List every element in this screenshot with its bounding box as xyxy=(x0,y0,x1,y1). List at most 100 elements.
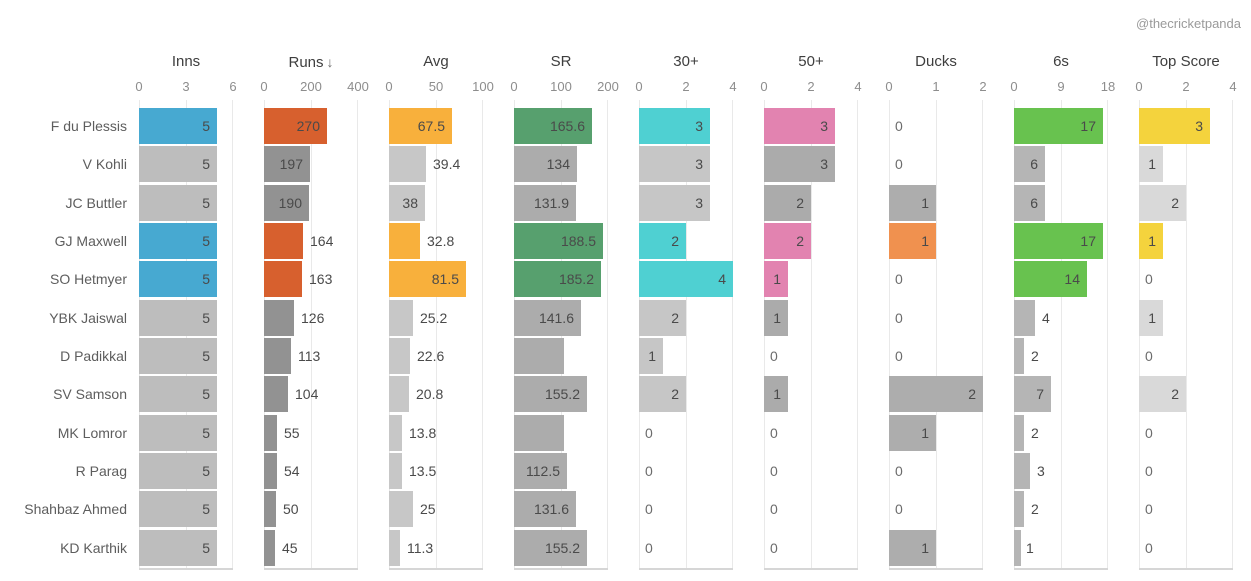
gridline xyxy=(982,100,983,568)
stat-bar-value: 39.4 xyxy=(433,156,461,173)
axis-tick-label: 400 xyxy=(347,79,369,94)
stat-bar: 1 xyxy=(764,261,788,298)
zero-value-label: 0 xyxy=(1145,539,1153,556)
column-header-avg: Avg xyxy=(369,52,503,72)
stat-bar: 3 xyxy=(1139,108,1210,144)
stat-bar: 1 xyxy=(639,337,663,374)
stat-bar xyxy=(389,146,426,183)
stat-bar-value: 2 xyxy=(1031,424,1039,441)
stat-bar: 1 xyxy=(1139,299,1163,336)
zero-value-label: 0 xyxy=(895,271,903,288)
column-title-text: Top Score xyxy=(1152,53,1220,70)
stat-bar: 67.5 xyxy=(389,108,452,144)
stat-bar: 1 xyxy=(889,222,936,259)
stat-bar-value: 13.8 xyxy=(409,424,437,441)
stat-bar: 5 xyxy=(139,491,217,528)
gridline xyxy=(857,100,858,568)
stat-bar-value: 4 xyxy=(1042,309,1050,326)
axis-tick-label: 18 xyxy=(1100,79,1116,94)
stat-bar xyxy=(264,452,277,489)
column-header-ducks: Ducks xyxy=(869,52,1003,72)
stat-bar: 1 xyxy=(889,529,936,566)
column-header-inns: Inns xyxy=(119,52,253,72)
axis-tick-label: 200 xyxy=(597,79,619,94)
zero-value-label: 0 xyxy=(645,539,653,556)
axis-tick-label: 4 xyxy=(729,79,737,94)
row-label-player: YBK Jaiswal xyxy=(49,309,127,326)
stat-bar: 3 xyxy=(639,146,710,183)
axis-tick-label: 0 xyxy=(385,79,393,94)
row-label-player: JC Buttler xyxy=(65,194,127,211)
zero-value-label: 0 xyxy=(1145,271,1153,288)
axis-tick-label: 6 xyxy=(229,79,237,94)
stat-bar: 197 xyxy=(264,146,310,183)
row-label-player: GJ Maxwell xyxy=(54,232,127,249)
stat-bar: 2 xyxy=(639,299,686,336)
stat-bar-value: 20.8 xyxy=(416,386,444,403)
column-title-text: Avg xyxy=(423,53,449,70)
stat-bar-value: 2 xyxy=(1031,347,1039,364)
zero-value-label: 0 xyxy=(895,309,903,326)
stat-bar-value: 32.8 xyxy=(427,232,455,249)
stat-bar-value: 163 xyxy=(309,271,333,288)
column-header-runs[interactable]: Runs ↓ xyxy=(244,52,378,72)
axis-tick-label: 0 xyxy=(135,79,143,94)
stat-bar: 2 xyxy=(764,184,811,221)
stat-bar xyxy=(389,337,410,374)
stat-bar: 5 xyxy=(139,376,217,413)
stat-bar xyxy=(1014,414,1024,451)
axis-tick-label: 50 xyxy=(428,79,444,94)
stat-bar: 155.2 xyxy=(514,376,587,413)
stat-bar xyxy=(1014,452,1030,489)
axis-tick-label: 0 xyxy=(885,79,893,94)
stat-bar: 81.5 xyxy=(389,261,466,298)
gridline xyxy=(311,100,312,568)
gridline xyxy=(732,100,733,568)
row-label-player: MK Lomror xyxy=(57,424,127,441)
stat-bar xyxy=(389,414,402,451)
zero-value-label: 0 xyxy=(770,462,778,479)
zero-value-label: 0 xyxy=(645,462,653,479)
zero-value-label: 0 xyxy=(895,347,903,364)
axis-tick-label: 3 xyxy=(182,79,190,94)
stat-bar-value: 126 xyxy=(301,309,325,326)
column-track xyxy=(889,100,983,570)
zero-value-label: 0 xyxy=(770,347,778,364)
stat-bar xyxy=(1014,491,1024,528)
axis-tick-label: 2 xyxy=(682,79,690,94)
stat-bar: 14 xyxy=(1014,261,1087,298)
stat-bar xyxy=(264,529,275,566)
zero-value-label: 0 xyxy=(645,501,653,518)
stat-bar xyxy=(264,414,277,451)
axis-tick-label: 0 xyxy=(510,79,518,94)
stat-bar-value: 104 xyxy=(295,386,319,403)
stat-bar-value: 113 xyxy=(298,347,321,364)
stat-bar xyxy=(1014,299,1035,336)
axis-tick-label: 200 xyxy=(300,79,322,94)
stat-bar: 1 xyxy=(1139,146,1163,183)
stat-bar: 6 xyxy=(1014,146,1045,183)
axis-tick-label: 0 xyxy=(1010,79,1018,94)
stat-bar xyxy=(1014,529,1021,566)
axis-tick-label: 2 xyxy=(979,79,987,94)
gridline xyxy=(436,100,437,568)
column-title-text: Ducks xyxy=(915,53,957,70)
stat-bar: 3 xyxy=(639,108,710,144)
row-label-player: KD Karthik xyxy=(60,539,127,556)
stat-bar: 112.5 xyxy=(514,452,567,489)
stat-bar: 5 xyxy=(139,414,217,451)
gridline xyxy=(1232,100,1233,568)
stat-bar: 5 xyxy=(139,337,217,374)
stat-bar-value: 164 xyxy=(310,232,334,249)
stat-bar: 2 xyxy=(764,222,811,259)
stat-bar: 2 xyxy=(1139,184,1186,221)
column-header-30+: 30+ xyxy=(619,52,753,72)
column-header-top-score: Top Score xyxy=(1119,52,1251,72)
zero-value-label: 0 xyxy=(1145,424,1153,441)
axis-tick-label: 4 xyxy=(1229,79,1237,94)
row-label-player: V Kohli xyxy=(82,156,127,173)
stat-bar-value: 54 xyxy=(284,462,300,479)
gridline xyxy=(357,100,358,568)
stat-bar: 131.6 xyxy=(514,491,576,528)
column-title-text: Inns xyxy=(171,53,201,70)
